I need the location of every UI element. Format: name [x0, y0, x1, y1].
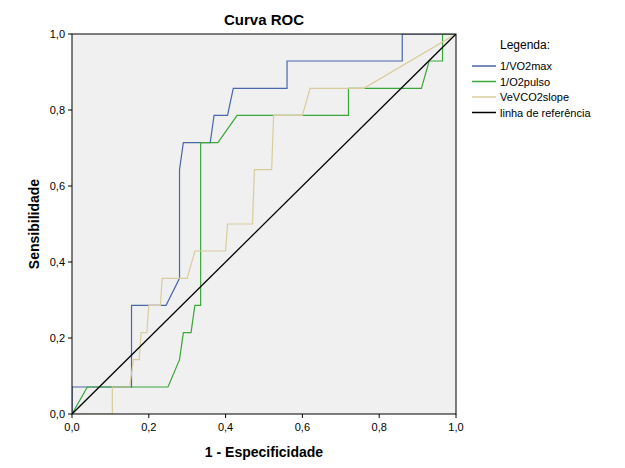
plot-frame [72, 34, 456, 414]
legend-label: linha de referência [500, 107, 591, 119]
y-tick [68, 414, 72, 415]
x-tick-label: 0,6 [295, 421, 310, 433]
legend-swatch [472, 65, 496, 67]
x-tick [225, 414, 226, 418]
legend-swatch [472, 81, 496, 83]
legend-label: VeVCO2slope [500, 91, 569, 103]
y-tick [68, 338, 72, 339]
legend-title: Legenda: [500, 38, 550, 52]
x-tick-label: 0,2 [141, 421, 156, 433]
roc-line [72, 34, 456, 414]
legend-swatch [472, 112, 496, 114]
y-tick-label: 0,8 [50, 104, 65, 116]
series-group [72, 34, 456, 414]
chart: Curva ROC 0,0 0,2 0,4 0,6 0,8 1,0 0,0 0,2 0,4 0,6 0… [0, 0, 625, 468]
x-tick [72, 414, 73, 418]
roc-line [72, 34, 456, 414]
y-axis-label: Sensibilidade [26, 179, 42, 269]
plot-background [72, 34, 456, 414]
x-tick-label: 0,0 [64, 421, 79, 433]
y-tick [68, 34, 72, 35]
y-tick-label: 0,0 [50, 408, 65, 420]
y-tick [68, 186, 72, 187]
legend-swatch [472, 96, 496, 98]
x-axis-label: 1 - Especificidade [205, 444, 323, 460]
legend-label: 1/O2pulso [500, 76, 550, 88]
legend-label: 1/VO2max [500, 60, 552, 72]
x-tick [148, 414, 149, 418]
roc-line [72, 34, 456, 414]
title: Curva ROC [224, 11, 304, 28]
y-tick-label: 0,6 [50, 180, 65, 192]
y-tick [68, 110, 72, 111]
x-tick-label: 1,0 [448, 421, 463, 433]
y-tick-label: 0,2 [50, 332, 65, 344]
x-tick-label: 0,8 [372, 421, 387, 433]
x-tick [456, 414, 457, 418]
x-tick-label: 0,4 [218, 421, 233, 433]
roc-line [72, 34, 456, 414]
x-tick [302, 414, 303, 418]
y-tick-label: 1,0 [50, 28, 65, 40]
y-tick [68, 262, 72, 263]
x-tick [379, 414, 380, 418]
y-tick-label: 0,4 [50, 256, 65, 268]
